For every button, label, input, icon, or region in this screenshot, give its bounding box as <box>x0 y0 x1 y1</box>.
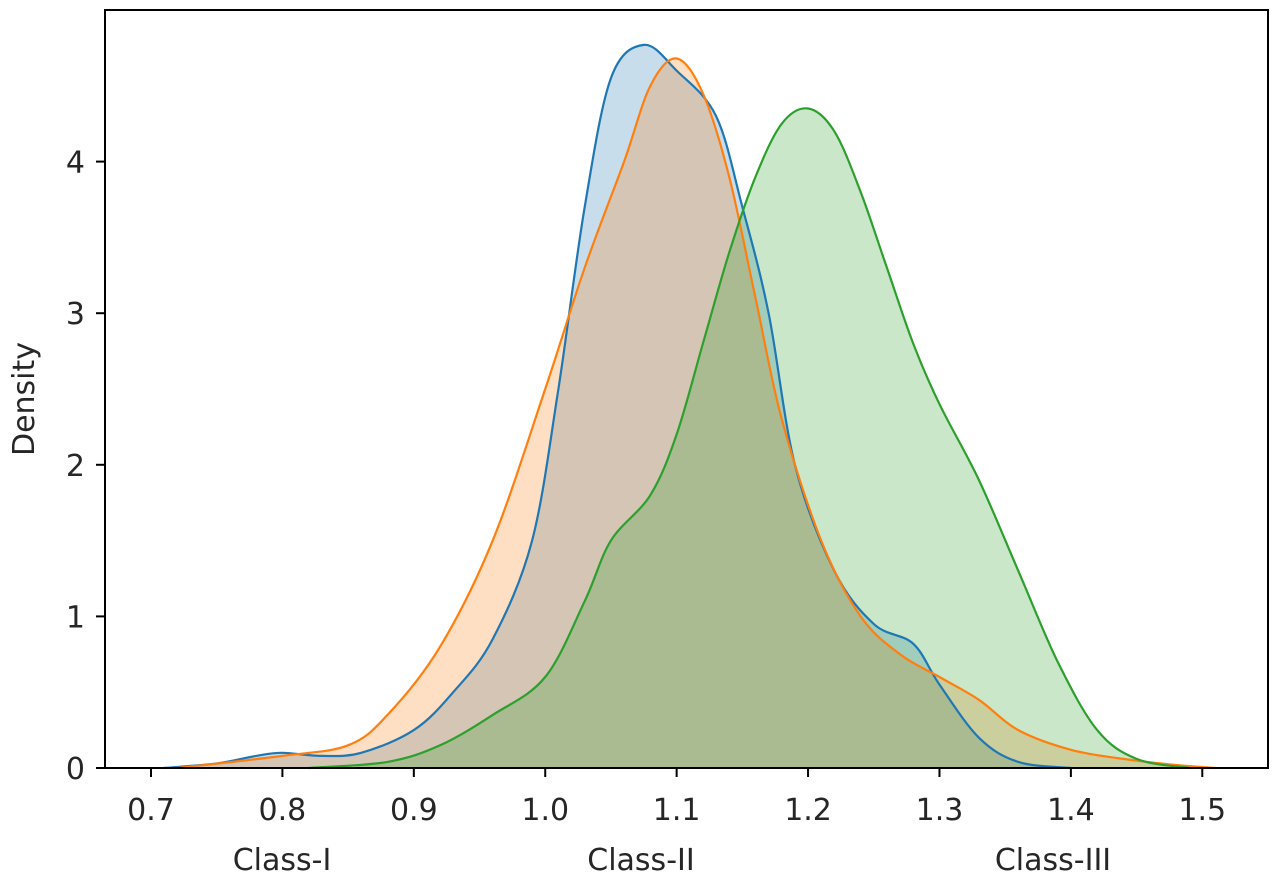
x-axis-ticks: 0.7 0.8 0.9 1.0 1.1 1.2 1.3 1.4 1.5 <box>127 768 1226 828</box>
x-tick-label: 0.9 <box>390 793 438 828</box>
y-tick-label: 4 <box>66 146 85 181</box>
x-tick-label: 0.8 <box>259 793 307 828</box>
density-lines <box>164 43 1216 770</box>
x-tick-label: 1.5 <box>1178 793 1226 828</box>
density-line-2 <box>177 57 1216 770</box>
plot-frame <box>104 9 1269 769</box>
y-tick-label: 1 <box>66 600 85 635</box>
x-tick-label: 1.0 <box>521 793 569 828</box>
x-tick-label: 1.4 <box>1047 793 1095 828</box>
density-line-3 <box>308 107 1190 770</box>
density-line-1 <box>164 43 1072 770</box>
density-areas <box>164 44 1216 769</box>
y-axis-label: Density <box>7 342 42 456</box>
y-tick-label: 2 <box>66 449 85 484</box>
y-axis-ticks: 0 1 2 3 4 <box>66 146 105 787</box>
class-label: Class-I <box>233 843 332 878</box>
density-area-1 <box>164 44 1071 769</box>
class-labels: Class-I Class-II Class-III <box>233 843 1111 878</box>
y-tick-label: 0 <box>66 752 85 787</box>
x-tick-label: 0.7 <box>127 793 175 828</box>
class-label: Class-II <box>587 843 694 878</box>
x-tick-label: 1.2 <box>784 793 832 828</box>
density-area-2 <box>177 58 1216 769</box>
y-tick-label: 3 <box>66 297 85 332</box>
class-label: Class-III <box>995 843 1111 878</box>
density-area-3 <box>308 108 1190 768</box>
x-tick-label: 1.3 <box>916 793 964 828</box>
x-tick-label: 1.1 <box>653 793 701 828</box>
